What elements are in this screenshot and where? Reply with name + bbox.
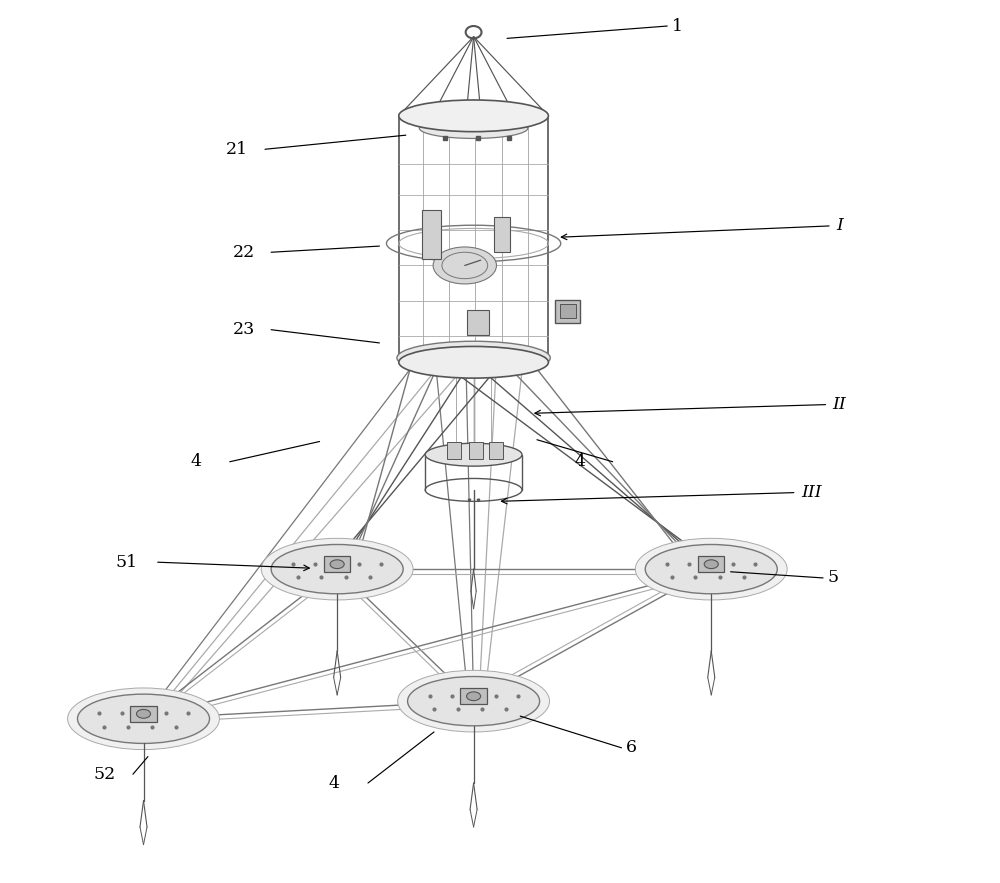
Ellipse shape (68, 688, 219, 750)
Bar (422, 210, 441, 259)
Ellipse shape (77, 694, 210, 743)
Bar (469, 442, 483, 459)
Ellipse shape (136, 709, 151, 718)
Ellipse shape (467, 692, 481, 700)
Text: II: II (833, 396, 846, 413)
Bar (447, 442, 461, 459)
Text: 5: 5 (827, 570, 839, 586)
Bar (467, 310, 489, 335)
Ellipse shape (398, 670, 550, 732)
Ellipse shape (261, 539, 413, 600)
Text: 4: 4 (575, 453, 586, 471)
Bar (555, 300, 580, 322)
Ellipse shape (399, 100, 548, 132)
Bar (698, 556, 724, 572)
Text: 21: 21 (225, 140, 247, 158)
Text: 51: 51 (115, 554, 137, 570)
Ellipse shape (399, 346, 548, 378)
Text: 52: 52 (93, 766, 116, 782)
Ellipse shape (433, 247, 496, 284)
Bar (130, 706, 157, 721)
Ellipse shape (271, 545, 403, 593)
Text: 22: 22 (233, 244, 256, 260)
Ellipse shape (397, 341, 550, 374)
Bar (489, 442, 503, 459)
Text: 23: 23 (233, 321, 256, 338)
Text: III: III (801, 484, 822, 501)
Ellipse shape (425, 443, 522, 466)
Ellipse shape (635, 539, 787, 600)
Text: 1: 1 (672, 18, 683, 34)
Text: 4: 4 (328, 774, 339, 791)
Bar (460, 689, 487, 704)
Bar (494, 217, 510, 253)
Ellipse shape (704, 560, 718, 569)
Ellipse shape (419, 117, 528, 139)
Ellipse shape (330, 560, 344, 569)
Bar (560, 304, 576, 318)
Text: 6: 6 (626, 739, 637, 757)
Ellipse shape (645, 545, 777, 593)
Text: 4: 4 (190, 453, 201, 471)
Bar (324, 556, 350, 572)
Text: I: I (836, 217, 843, 234)
Ellipse shape (408, 676, 540, 726)
